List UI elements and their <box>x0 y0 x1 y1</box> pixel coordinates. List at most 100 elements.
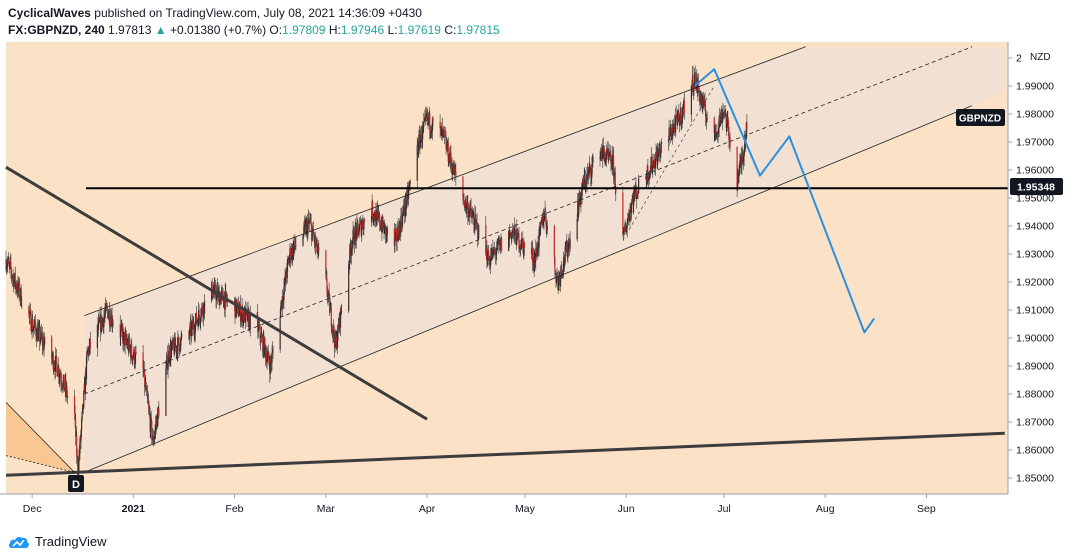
candle-body <box>397 227 399 238</box>
candle-body <box>654 158 657 168</box>
channel-mid-line <box>84 46 973 395</box>
candle-body <box>349 244 351 264</box>
candle-body <box>146 389 149 399</box>
candle-body <box>153 439 155 443</box>
candle-body <box>81 419 83 431</box>
chart-area[interactable]: 2 1.99000 1.98000 1.97000 1.96000 1.95000 1.94… <box>0 42 1073 526</box>
price-chart[interactable]: 2 1.99000 1.98000 1.97000 1.96000 1.95000 1.94… <box>0 42 1073 526</box>
candle-body <box>329 294 331 313</box>
candle-body <box>128 338 131 347</box>
candle-body <box>522 239 524 244</box>
candle-body <box>703 99 705 107</box>
time-axis[interactable]: Dec 2021 Feb Mar Apr May Jun Jul Aug Sep <box>0 493 1073 526</box>
candle-body <box>636 194 639 195</box>
candle-body <box>89 339 91 348</box>
candle-body <box>477 224 479 239</box>
candle-body <box>238 315 240 317</box>
symbol-label[interactable]: FX:GBPNZD, 240 <box>8 23 105 37</box>
candle-body <box>615 187 617 193</box>
candle-body <box>51 336 53 359</box>
candle-body <box>400 215 403 224</box>
candle-body <box>261 336 263 338</box>
candle-body <box>264 339 266 347</box>
candle-body <box>76 435 78 457</box>
candle-body <box>605 149 608 159</box>
candle-body <box>454 166 456 173</box>
candle-body <box>698 90 700 92</box>
base-trendline <box>5 431 1005 477</box>
channel-fill <box>84 46 1005 473</box>
candle-body <box>585 182 587 187</box>
candle-body <box>10 270 13 276</box>
candle-body <box>307 223 309 236</box>
candle-body <box>671 136 673 139</box>
candle-body <box>178 344 181 352</box>
candle-body <box>313 235 315 238</box>
candle-body <box>151 421 153 440</box>
candle-body <box>135 352 137 354</box>
candle-body <box>271 352 273 364</box>
candle-body <box>126 341 128 343</box>
candle-body <box>582 180 584 184</box>
candle-body <box>669 127 671 137</box>
low-label: L: <box>387 23 398 37</box>
time-axis-background <box>0 494 1073 526</box>
candle-body <box>302 233 305 236</box>
candle-body <box>500 238 503 252</box>
candle-body <box>84 372 87 393</box>
candle-body <box>738 164 740 176</box>
candle-body <box>660 141 663 145</box>
price-tick-label: 1.96000 <box>1016 165 1054 177</box>
candle-body <box>294 238 296 246</box>
candle-body <box>354 227 356 246</box>
candle-body <box>11 275 13 278</box>
candles-layer <box>5 65 748 486</box>
candle-body <box>259 325 261 338</box>
candle-body <box>61 385 63 388</box>
candle-body <box>469 205 471 212</box>
candle-body <box>395 230 398 242</box>
candle-body <box>155 424 157 426</box>
candle-body <box>591 164 593 178</box>
candle-body <box>88 345 90 355</box>
candle-body <box>150 416 152 432</box>
tradingview-logo[interactable]: TradingView <box>8 534 107 549</box>
candle-body <box>133 349 135 365</box>
candle-body <box>720 111 722 125</box>
candle-body <box>669 133 671 137</box>
candle-body <box>714 125 716 131</box>
candle-body <box>355 227 357 232</box>
candle-body <box>463 200 466 209</box>
candle-body <box>645 177 647 180</box>
candle-body <box>655 152 658 155</box>
candle-body <box>257 325 260 332</box>
candle-body <box>195 313 197 323</box>
price-axis[interactable]: 2 1.99000 1.98000 1.97000 1.96000 1.95000 1.94… <box>1007 42 1073 494</box>
candle-body <box>260 334 262 343</box>
author-name[interactable]: CyclicalWaves <box>8 6 91 20</box>
footer: TradingView <box>0 526 1073 560</box>
candle-body <box>180 337 182 340</box>
price-tick-label: 1.88000 <box>1016 389 1054 401</box>
candle-body <box>363 219 366 222</box>
brand-name: TradingView <box>35 534 107 549</box>
candle-body <box>341 311 343 313</box>
candle-body <box>302 235 304 246</box>
candle-body <box>257 318 259 332</box>
candle-body <box>584 178 586 187</box>
candle-body <box>221 290 224 292</box>
candle-body <box>281 296 283 309</box>
candle-body <box>293 245 295 247</box>
candle-body <box>8 258 10 263</box>
candle-body <box>451 166 453 175</box>
candle-body <box>469 205 472 208</box>
price-tick-label: 1.92000 <box>1016 277 1054 289</box>
candle-body <box>129 346 131 348</box>
candle-body <box>15 283 17 290</box>
candle-body <box>472 214 474 219</box>
time-tick-label: Aug <box>816 503 835 515</box>
candle-body <box>556 275 559 281</box>
candle-body <box>531 249 534 263</box>
candle-body <box>599 151 602 160</box>
candle-body <box>10 262 12 271</box>
